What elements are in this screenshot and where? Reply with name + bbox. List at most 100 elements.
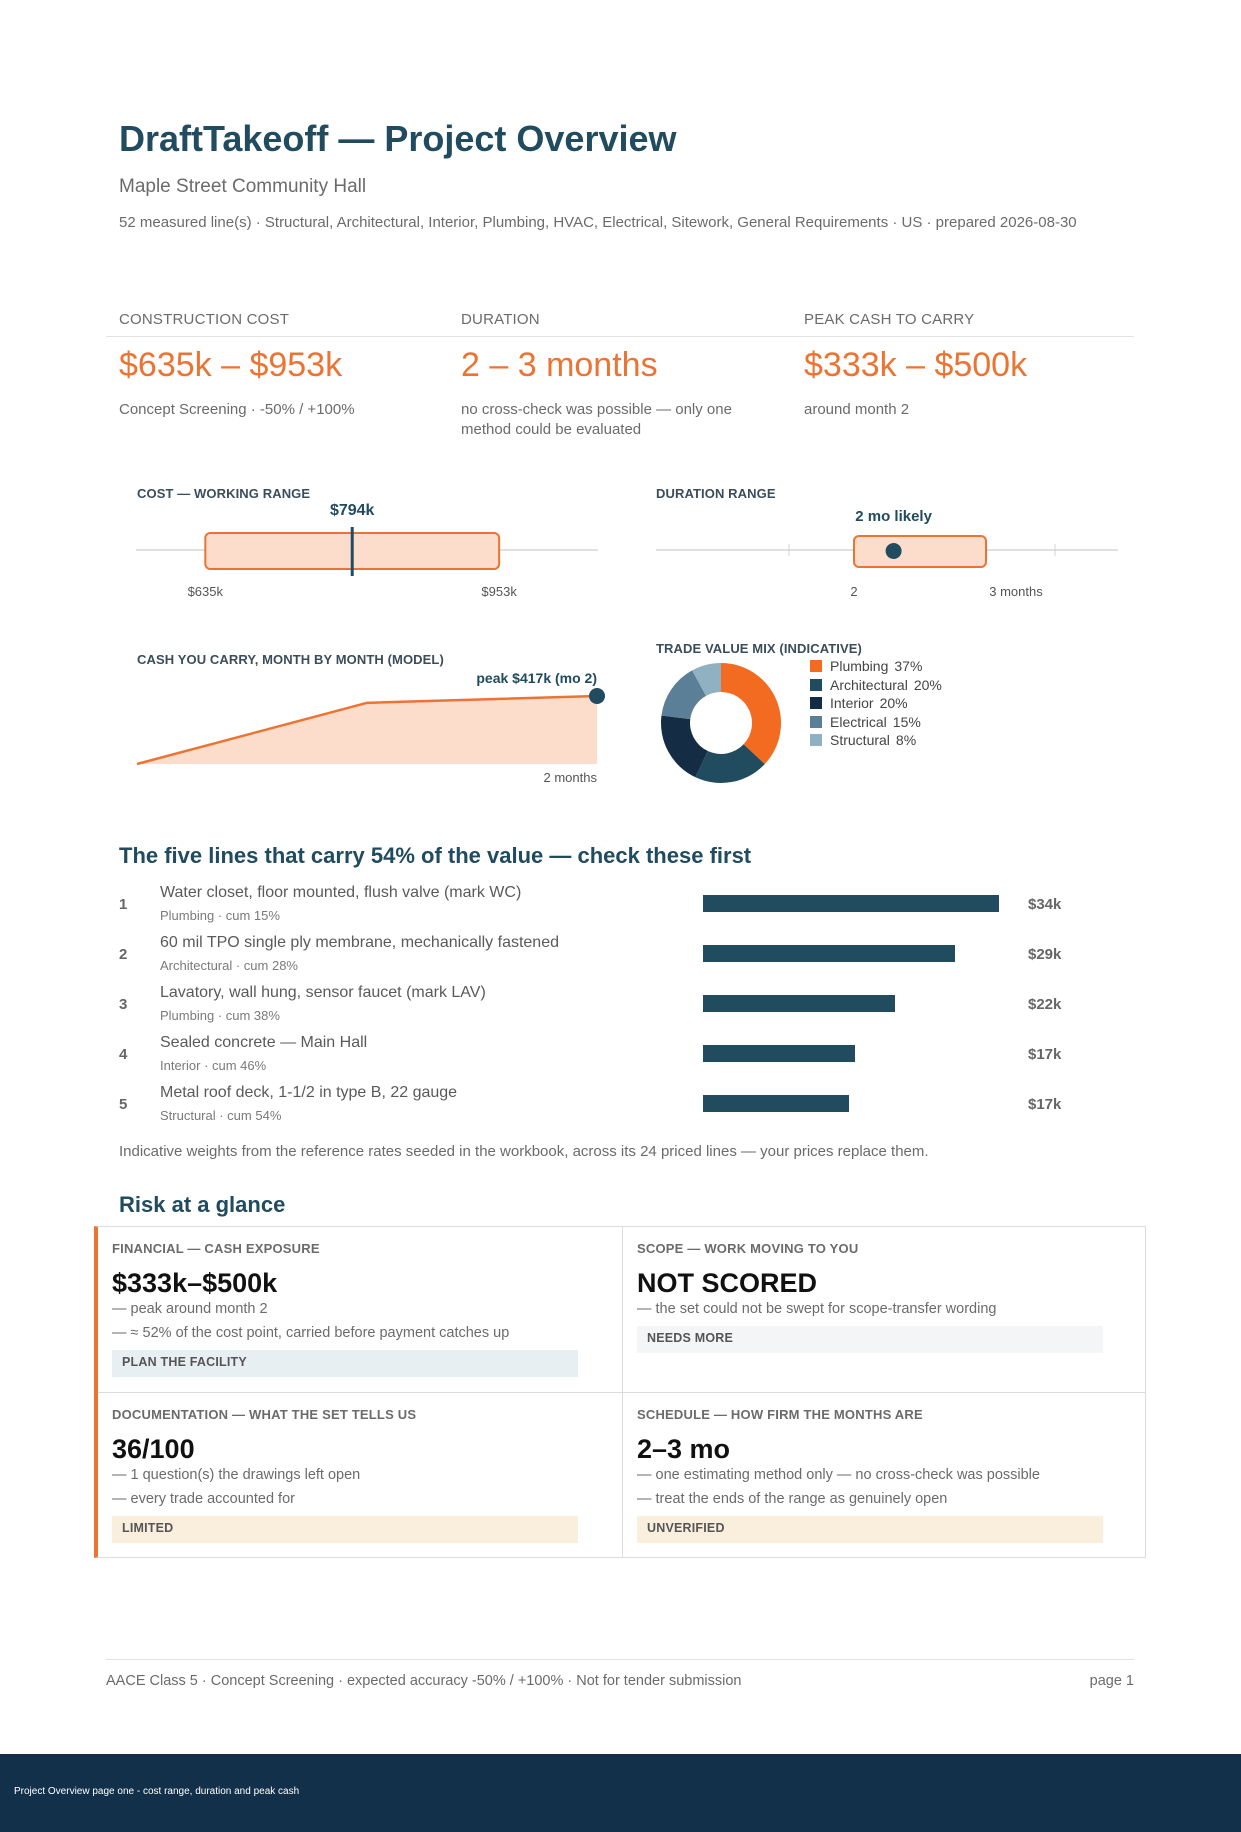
cost-range-title: COST — WORKING RANGE xyxy=(137,486,311,501)
line-value-bar xyxy=(703,1045,856,1062)
line-value-bar xyxy=(703,895,999,912)
legend-percent: 15% xyxy=(892,713,921,730)
line-trade-cum: Plumbing · cum 15% xyxy=(160,908,280,923)
duration-range-chart: 2 mo likely 2 3 months xyxy=(656,508,1118,599)
risk-card-detail: — treat the ends of the range as genuine… xyxy=(637,1491,948,1507)
line-value-bar xyxy=(703,1095,850,1112)
kpi-divider xyxy=(106,336,1134,337)
kpi-cash-label: PEAK CASH TO CARRY xyxy=(804,311,975,328)
legend-item: Plumbing 37% xyxy=(810,658,922,674)
risk-card-detail: — peak around month 2 xyxy=(112,1301,268,1317)
kpi-duration-note: no cross-check was possible — only one m… xyxy=(461,401,732,438)
line-value-bar xyxy=(703,945,956,962)
kpi-cost-label: CONSTRUCTION COST xyxy=(119,311,290,328)
kpi-cash-note: around month 2 xyxy=(804,401,910,418)
kpi-cost-value: $635k – $953k xyxy=(119,346,343,384)
legend-item: Electrical 15% xyxy=(810,714,921,730)
line-trade-cum: Plumbing · cum 38% xyxy=(160,1008,280,1023)
cash-curve-chart: peak $417k (mo 2) 2 months xyxy=(136,670,605,785)
cost-low-label: $635k xyxy=(188,584,224,599)
risk-status-badge: LIMITED xyxy=(112,1516,578,1543)
donut-slice-structural xyxy=(692,663,721,696)
trade-mix-title: TRADE VALUE MIX (INDICATIVE) xyxy=(656,641,862,656)
legend-percent: 8% xyxy=(895,732,917,748)
donut-slice-architectural xyxy=(695,744,765,783)
line-value: $22k xyxy=(1028,996,1062,1013)
risk-card-financial: FINANCIAL — CASH EXPOSURE $333k–$500k — pe… xyxy=(98,1227,624,1392)
cash-x-label: 2 months xyxy=(544,770,598,785)
legend-percent: 20% xyxy=(913,676,942,693)
line-rank: 3 xyxy=(119,996,128,1013)
risk-card-detail: — the set could not be swept for scope-t… xyxy=(637,1301,997,1317)
line-trade-cum: Structural · cum 54% xyxy=(160,1108,282,1123)
risk-card-schedule: SCHEDULE — HOW FIRM THE MONTHS ARE 2–3 mo… xyxy=(623,1393,1149,1558)
kpi-cash-value: $333k – $500k xyxy=(804,346,1028,384)
page-title: DraftTakeoff — Project Overview xyxy=(119,118,677,159)
line-value: $17k xyxy=(1028,1046,1062,1063)
project-name: Maple Street Community Hall xyxy=(119,176,367,197)
duration-likely-marker xyxy=(885,543,902,559)
project-meta: 52 measured line(s) · Structural, Archit… xyxy=(119,214,1077,231)
duration-range-title: DURATION RANGE xyxy=(656,486,776,501)
cash-curve-line xyxy=(136,694,598,766)
cost-high-label: $953k xyxy=(481,584,517,599)
legend-item: Interior 20% xyxy=(810,695,908,711)
risk-card-label: DOCUMENTATION — WHAT THE SET TELLS US xyxy=(112,1407,417,1422)
risk-card-label: FINANCIAL — CASH EXPOSURE xyxy=(112,1241,320,1256)
legend-percent: 37% xyxy=(894,658,923,674)
donut-slice-plumbing xyxy=(721,663,781,765)
line-value: $17k xyxy=(1028,1096,1062,1113)
trade-mix-donut xyxy=(661,663,781,783)
kpi-duration-value: 2 – 3 months xyxy=(461,346,658,384)
donut-slice-electrical xyxy=(661,670,707,720)
risk-card-label: SCOPE — WORK MOVING TO YOU xyxy=(637,1241,859,1256)
legend-swatch xyxy=(810,678,822,691)
footer-divider xyxy=(106,1659,1134,1660)
cost-range-chart: $794k $635k $953k xyxy=(136,502,598,599)
risk-card-value: 2–3 mo xyxy=(637,1434,731,1464)
line-trade-cum: Architectural · cum 28% xyxy=(160,958,298,973)
line-name: Water closet, floor mounted, flush valve… xyxy=(160,884,522,901)
footer-class-note: AACE Class 5 · Concept Screening · expec… xyxy=(106,1673,742,1689)
line-name: Sealed concrete — Main Hall xyxy=(160,1034,368,1051)
risk-grid-hdivider xyxy=(98,1392,1146,1393)
risk-card-detail: — 1 question(s) the drawings left open xyxy=(112,1467,361,1483)
line-rank: 5 xyxy=(119,1096,128,1113)
risk-status-badge: UNVERIFIED xyxy=(637,1516,1103,1543)
line-trade-cum: Interior · cum 46% xyxy=(160,1058,267,1073)
risk-status-badge: NEEDS MORE xyxy=(637,1326,1103,1353)
cash-peak-label: peak $417k (mo 2) xyxy=(476,670,597,686)
legend-label: Architectural xyxy=(830,676,908,693)
donut-slice-interior xyxy=(661,715,708,778)
line-rank: 1 xyxy=(119,896,128,913)
legend-item: Architectural 20% xyxy=(810,677,942,693)
legend-swatch xyxy=(810,734,822,746)
line-value: $29k xyxy=(1028,946,1062,963)
line-name: Metal roof deck, 1-1/2 in type B, 22 gau… xyxy=(160,1084,458,1101)
legend-label: Structural xyxy=(830,732,890,748)
legend-percent: 20% xyxy=(879,695,908,711)
risk-card-detail: — ≈ 52% of the cost point, carried befor… xyxy=(112,1325,510,1341)
duration-low-label: 2 xyxy=(850,584,857,599)
kpi-duration-label: DURATION xyxy=(461,311,540,328)
risk-card-detail: — one estimating method only — no cross-… xyxy=(637,1467,1040,1483)
legend-label: Plumbing xyxy=(830,658,889,674)
top-lines-heading: The five lines that carry 54% of the val… xyxy=(119,843,752,868)
legend-label: Interior xyxy=(830,695,874,711)
risk-card-value: 36/100 xyxy=(112,1434,195,1464)
line-value-bar xyxy=(703,995,895,1012)
page-number: page 1 xyxy=(1089,1673,1134,1689)
cash-curve-title: CASH YOU CARRY, MONTH BY MONTH (MODEL) xyxy=(137,652,444,667)
line-value: $34k xyxy=(1028,896,1062,913)
duration-likely-label: 2 mo likely xyxy=(855,508,932,525)
kpi-cost-note: Concept Screening · -50% / +100% xyxy=(119,401,355,418)
duration-range-box xyxy=(853,535,987,568)
legend-label: Electrical xyxy=(830,713,887,730)
line-rank: 4 xyxy=(119,1046,128,1063)
cost-point-label: $794k xyxy=(330,502,375,519)
line-name: 60 mil TPO single ply membrane, mechanic… xyxy=(160,934,559,951)
risk-card-documentation: DOCUMENTATION — WHAT THE SET TELLS US 36/… xyxy=(98,1393,624,1558)
legend-swatch xyxy=(810,660,822,672)
risk-heading: Risk at a glance xyxy=(119,1192,286,1217)
risk-card-scope: SCOPE — WORK MOVING TO YOU NOT SCORED — th… xyxy=(623,1227,1149,1392)
